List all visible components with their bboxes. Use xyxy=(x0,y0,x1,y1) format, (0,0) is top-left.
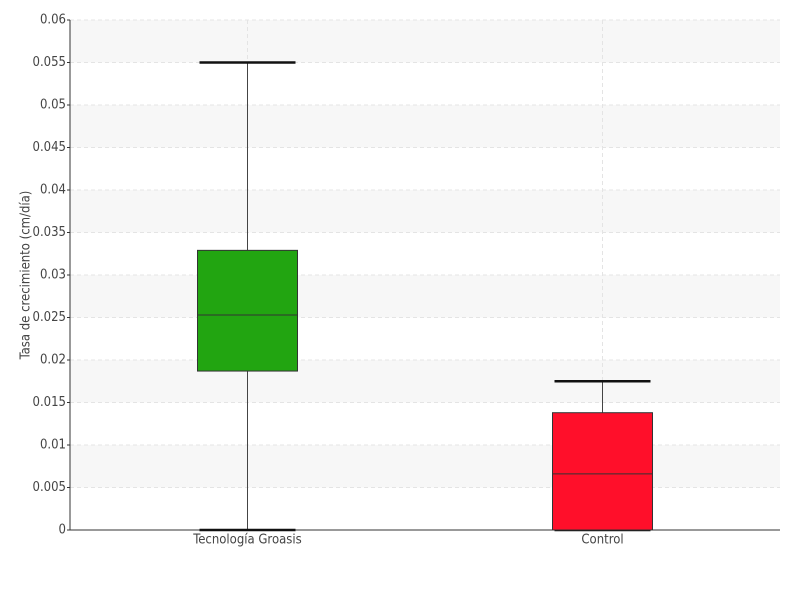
grid-band xyxy=(70,360,780,403)
y-tick-label: 0.03 xyxy=(40,268,66,283)
box xyxy=(197,249,298,372)
grid-band xyxy=(70,190,780,233)
y-tick-label: 0.005 xyxy=(33,480,66,495)
box xyxy=(552,412,653,531)
y-tick-label: 0.015 xyxy=(33,395,66,410)
y-tick-label: 0.055 xyxy=(33,55,66,70)
y-tick-label: 0.02 xyxy=(40,353,66,368)
y-tick-label: 0.06 xyxy=(40,13,66,28)
y-axis-label: Tasa de crecimiento (cm/día) xyxy=(19,191,34,361)
y-tick-label: 0.045 xyxy=(33,140,66,155)
y-tick-label: 0.035 xyxy=(33,225,66,240)
y-tick-label: 0 xyxy=(59,523,66,538)
y-tick-label: 0.04 xyxy=(40,183,66,198)
y-tick-label: 0.025 xyxy=(33,310,66,325)
x-tick-label: Control xyxy=(581,533,623,548)
grid-band xyxy=(70,105,780,148)
grid-band xyxy=(70,275,780,318)
y-tick-label: 0.05 xyxy=(40,98,66,113)
y-tick-label: 0.01 xyxy=(40,438,66,453)
x-tick-label: Tecnología Groasis xyxy=(192,533,301,548)
grid-band xyxy=(70,20,780,63)
grid-band xyxy=(70,445,780,488)
